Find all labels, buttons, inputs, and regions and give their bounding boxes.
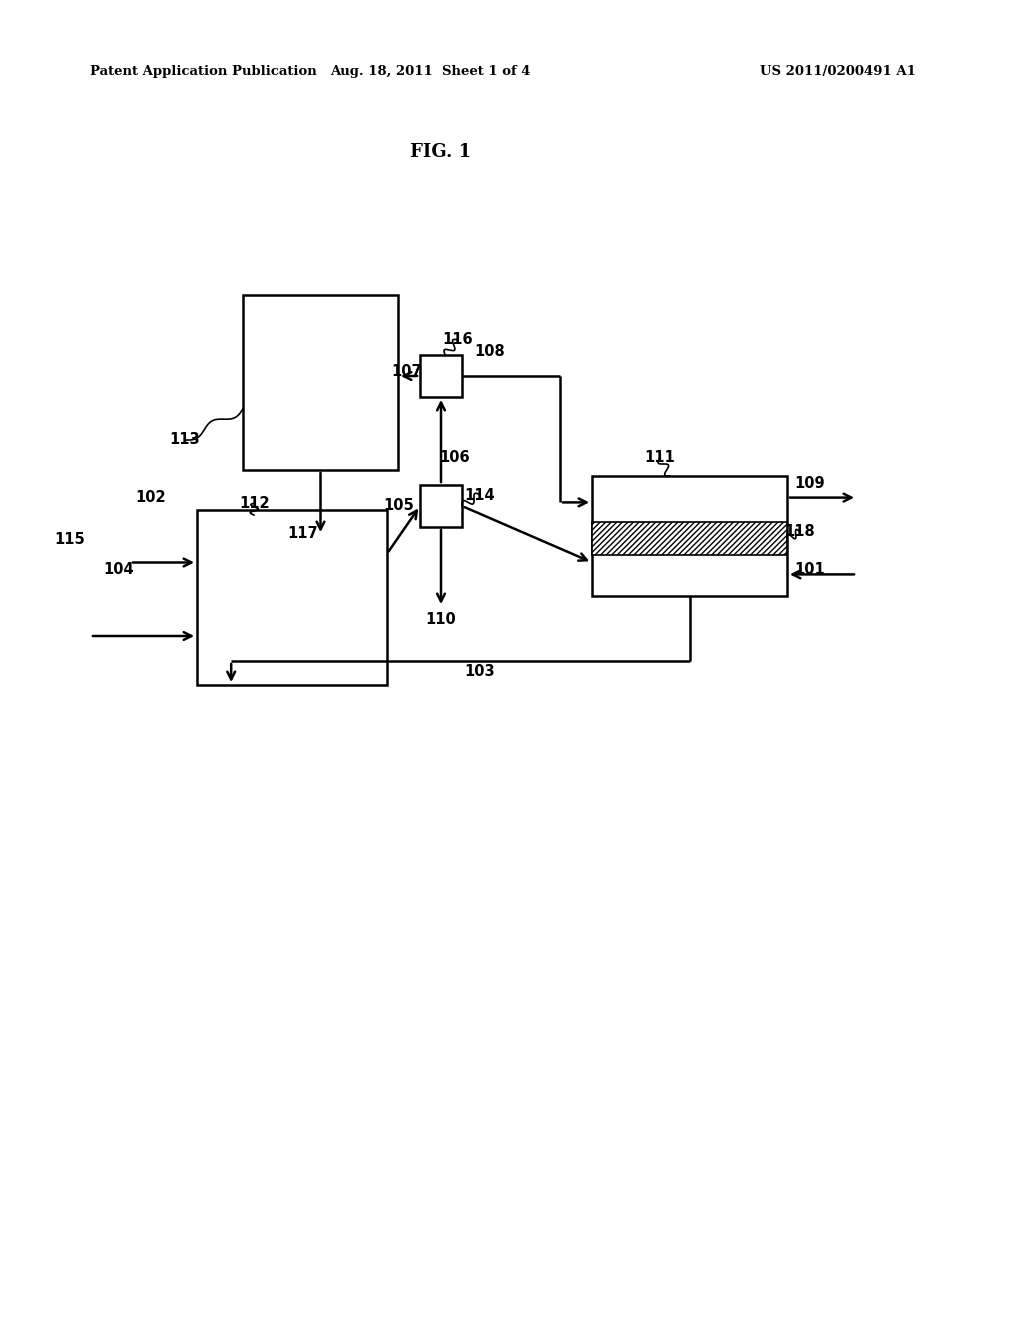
Text: 109: 109 [795, 477, 825, 491]
Text: US 2011/0200491 A1: US 2011/0200491 A1 [760, 66, 915, 78]
Bar [420, 355, 462, 397]
Text: 111: 111 [645, 450, 676, 466]
Text: 112: 112 [240, 495, 270, 511]
Text: Aug. 18, 2011  Sheet 1 of 4: Aug. 18, 2011 Sheet 1 of 4 [330, 66, 530, 78]
Text: 108: 108 [475, 345, 506, 359]
Text: 103: 103 [465, 664, 496, 680]
Bar [420, 484, 462, 527]
Bar [243, 294, 398, 470]
Text: 117: 117 [288, 527, 318, 541]
Text: 114: 114 [465, 487, 496, 503]
Text: 107: 107 [392, 364, 422, 380]
Text: 102: 102 [136, 491, 166, 506]
Text: 101: 101 [795, 561, 825, 577]
Text: FIG. 1: FIG. 1 [410, 143, 471, 161]
Text: 118: 118 [784, 524, 815, 540]
Text: 106: 106 [439, 450, 470, 466]
Text: 104: 104 [103, 561, 134, 577]
Text: Patent Application Publication: Patent Application Publication [90, 66, 316, 78]
Text: 110: 110 [426, 612, 457, 627]
Text: 116: 116 [442, 333, 473, 347]
Text: 115: 115 [54, 532, 85, 548]
Bar [592, 477, 787, 597]
Text: 105: 105 [384, 499, 415, 513]
Bar [197, 510, 387, 685]
Bar [592, 521, 787, 556]
Text: 113: 113 [170, 433, 201, 447]
